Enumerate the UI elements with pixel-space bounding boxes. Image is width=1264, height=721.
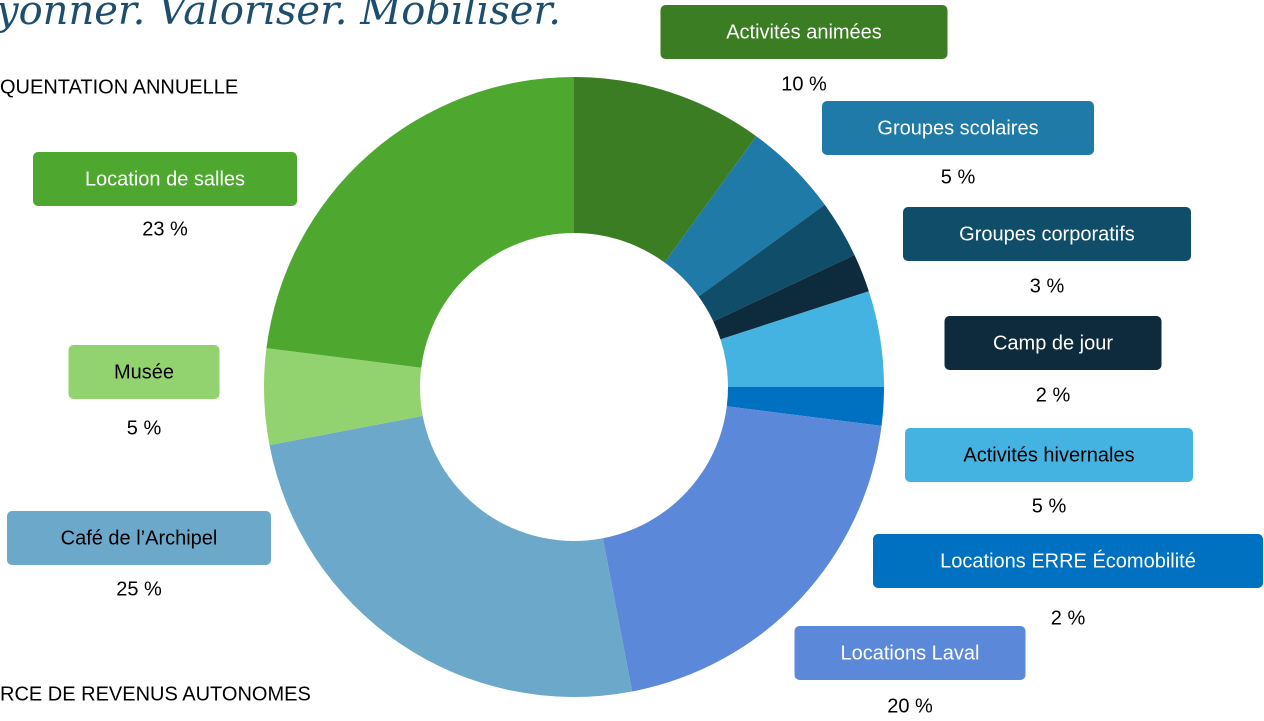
donut-slice	[720, 291, 884, 387]
legend-box	[660, 5, 948, 59]
legend-box	[68, 345, 220, 399]
value-label: 20 %	[887, 695, 933, 717]
chart-title: yonner. Valoriser. Mobiliser.	[0, 0, 561, 34]
donut-slice	[698, 204, 855, 322]
chart-footer: RCE DE REVENUS AUTONOMES	[0, 683, 311, 705]
donut-slice	[269, 415, 633, 697]
donut-slice	[664, 136, 825, 297]
value-label: 3 %	[1030, 275, 1065, 297]
legend-box	[33, 152, 297, 206]
legend-label: Groupes scolaires	[877, 117, 1038, 139]
value-label: 10 %	[781, 73, 827, 95]
legend-label: Locations Laval	[841, 642, 980, 664]
legend-box	[905, 428, 1193, 482]
donut-slice	[602, 406, 882, 692]
legend-box	[794, 626, 1026, 680]
value-label: 5 %	[127, 417, 162, 439]
donut-slice	[266, 77, 574, 368]
donut-slice	[713, 255, 869, 340]
value-label: 2 %	[1051, 607, 1086, 629]
legend-box	[903, 207, 1191, 261]
value-label: 2 %	[1036, 384, 1071, 406]
legend-label: Locations ERRE Écomobilité	[940, 549, 1196, 572]
legend-label: Activités animées	[726, 21, 882, 43]
value-label: 23 %	[142, 218, 188, 240]
value-label: 5 %	[1032, 495, 1067, 517]
legend-label: Location de salles	[85, 168, 245, 190]
chart-subtitle: QUENTATION ANNUELLE	[0, 76, 238, 98]
legend-label: Musée	[114, 361, 174, 383]
donut-slice	[264, 348, 423, 446]
legend-box	[873, 534, 1263, 588]
legend-label: Camp de jour	[993, 332, 1113, 354]
value-label: 25 %	[116, 578, 162, 600]
legend-label: Groupes corporatifs	[959, 223, 1135, 245]
donut-slice	[574, 77, 757, 263]
legend-box	[944, 316, 1162, 370]
legend-box	[822, 101, 1094, 155]
legend-box	[7, 511, 271, 565]
legend-label: Activités hivernales	[963, 444, 1134, 466]
legend-label: Café de l’Archipel	[61, 527, 218, 549]
donut-slice	[726, 387, 884, 426]
value-label: 5 %	[941, 166, 976, 188]
